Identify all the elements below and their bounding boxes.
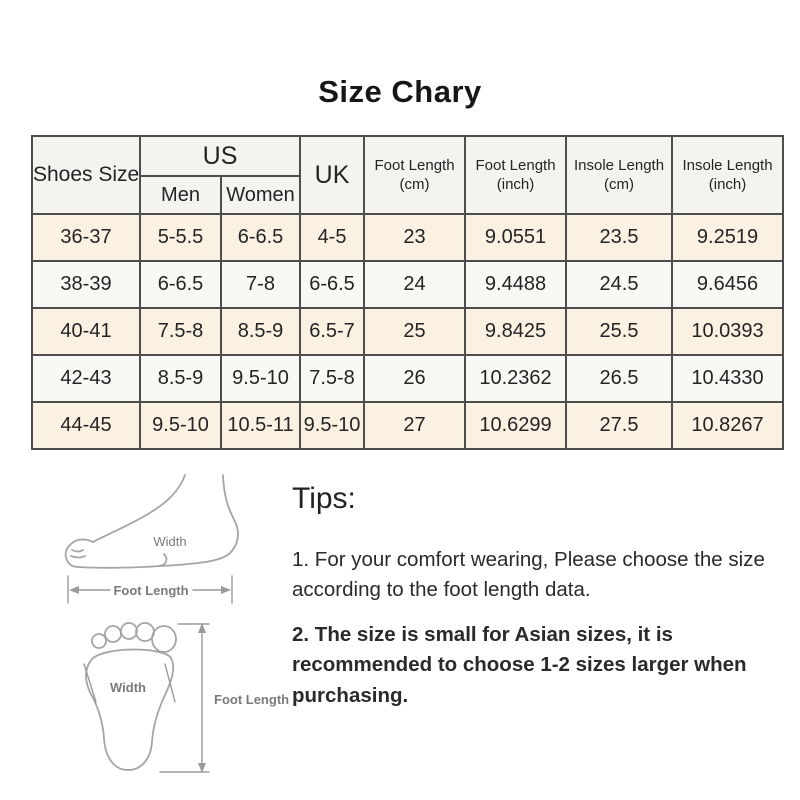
- cell-insole-length-inch: 10.4330: [671, 354, 785, 403]
- cell-foot-length-cm: 26: [363, 354, 467, 403]
- cell-uk: 7.5-8: [299, 354, 366, 403]
- col-header-foot-length-inch: Foot Length (inch): [464, 135, 568, 215]
- toe-outline: [104, 625, 122, 643]
- tips-heading: Tips:: [292, 482, 356, 515]
- header-line-2: (inch): [708, 176, 747, 193]
- col-header-us-women: Women: [219, 175, 302, 215]
- cell-foot-length-inch: 9.0551: [464, 213, 568, 262]
- width-label: Width: [153, 534, 186, 549]
- cell-uk: 4-5: [299, 213, 366, 262]
- cell-us-women: 10.5-11: [219, 401, 302, 450]
- cell-insole-length-inch: 9.2519: [671, 213, 785, 262]
- cell-insole-length-inch: 9.6456: [671, 260, 785, 309]
- col-header-foot-length-cm: Foot Length (cm): [363, 135, 467, 215]
- foot-side-view-diagram: Width Foot Length: [64, 474, 239, 604]
- cell-foot-length-inch: 9.4488: [464, 260, 568, 309]
- cell-insole-length-cm: 25.5: [565, 307, 674, 356]
- cell-shoes-size: 38-39: [31, 260, 141, 309]
- header-line-1: Insole Length: [682, 156, 773, 174]
- arrow-left-icon: [69, 586, 79, 594]
- foot-bottom-view-diagram: Width Foot Length: [83, 622, 289, 773]
- foot-length-label: Foot Length: [214, 692, 289, 707]
- col-header-us-group: US: [138, 135, 302, 177]
- tip-1: 1. For your comfort wearing, Please choo…: [292, 548, 765, 602]
- cell-foot-length-cm: 23: [363, 213, 467, 262]
- header-line-2: (cm): [399, 176, 430, 193]
- table-row: 40-41 7.5-8 8.5-9 6.5-7 25 9.8425 25.5 1…: [31, 307, 785, 356]
- foot-ball-arc: [158, 553, 168, 567]
- table-row: 38-39 6-6.5 7-8 6-6.5 24 9.4488 24.5 9.6…: [31, 260, 785, 309]
- cell-foot-length-inch: 10.6299: [464, 401, 568, 450]
- cell-uk: 6-6.5: [299, 260, 366, 309]
- tips-section: Tips: 1. For your comfort wearing, Pleas…: [292, 482, 770, 711]
- tip-2: 2. The size is small for Asian sizes, it…: [292, 623, 747, 707]
- cell-us-men: 7.5-8: [139, 307, 222, 356]
- cell-insole-length-inch: 10.8267: [671, 401, 785, 450]
- foot-instep-line: [92, 474, 186, 543]
- big-toe-outline: [151, 625, 177, 653]
- col-header-uk: UK: [299, 135, 366, 215]
- col-header-shoes-size: Shoes Size: [31, 135, 141, 215]
- header-line-2: (inch): [496, 176, 535, 193]
- foot-length-label: Foot Length: [113, 583, 188, 598]
- foot-toe-crease: [70, 555, 86, 559]
- col-header-us-men: Men: [139, 175, 222, 215]
- arrow-up-icon: [198, 623, 206, 633]
- cell-us-men: 8.5-9: [139, 354, 222, 403]
- cell-insole-length-cm: 26.5: [565, 354, 674, 403]
- header-row-sub: Men Women: [32, 175, 783, 215]
- cell-foot-length-inch: 9.8425: [464, 307, 568, 356]
- width-tick: [83, 663, 97, 703]
- cell-shoes-size: 40-41: [31, 307, 141, 356]
- cell-shoes-size: 42-43: [31, 354, 141, 403]
- foot-toe-line: [64, 538, 94, 568]
- toe-outline: [120, 622, 138, 640]
- cell-foot-length-cm: 25: [363, 307, 467, 356]
- cell-insole-length-inch: 10.0393: [671, 307, 785, 356]
- width-tick: [164, 663, 176, 703]
- page-title: Size Chary: [318, 74, 482, 109]
- header-line-1: Foot Length: [374, 156, 455, 174]
- foot-toe-crease: [71, 549, 84, 553]
- foot-sole-line: [77, 553, 230, 569]
- footprint-outline: [85, 648, 175, 771]
- cell-us-men: 6-6.5: [139, 260, 222, 309]
- cell-us-men: 9.5-10: [139, 401, 222, 450]
- cell-uk: 6.5-7: [299, 307, 366, 356]
- table-row: 42-43 8.5-9 9.5-10 7.5-8 26 10.2362 26.5…: [31, 354, 785, 403]
- table-row: 36-37 5-5.5 6-6.5 4-5 23 9.0551 23.5 9.2…: [31, 213, 785, 262]
- col-header-insole-length-cm: Insole Length (cm): [565, 135, 674, 215]
- cell-uk: 9.5-10: [299, 401, 366, 450]
- cell-foot-length-cm: 24: [363, 260, 467, 309]
- cell-shoes-size: 44-45: [31, 401, 141, 450]
- cell-shoes-size: 36-37: [31, 213, 141, 262]
- cell-us-women: 8.5-9: [219, 307, 302, 356]
- cell-us-women: 7-8: [219, 260, 302, 309]
- cell-us-men: 5-5.5: [139, 213, 222, 262]
- cell-us-women: 9.5-10: [219, 354, 302, 403]
- cell-us-women: 6-6.5: [219, 213, 302, 262]
- cell-insole-length-cm: 23.5: [565, 213, 674, 262]
- cell-foot-length-cm: 27: [363, 401, 467, 450]
- header-row-top: Shoes Size US UK Foot Length (cm) Foot L…: [31, 135, 785, 215]
- cell-foot-length-inch: 10.2362: [464, 354, 568, 403]
- header-line-2: (cm): [604, 176, 635, 193]
- arrow-right-icon: [221, 586, 231, 594]
- size-chart-table: Shoes Size US UK Foot Length (cm) Foot L…: [31, 135, 785, 450]
- toe-outline: [91, 633, 107, 649]
- cell-insole-length-cm: 27.5: [565, 401, 674, 450]
- cell-insole-length-cm: 24.5: [565, 260, 674, 309]
- header-line-1: Foot Length: [475, 156, 556, 174]
- width-label: Width: [110, 680, 146, 695]
- table-row: 44-45 9.5-10 10.5-11 9.5-10 27 10.6299 2…: [31, 401, 785, 450]
- arrow-down-icon: [198, 763, 206, 773]
- foot-heel-line: [222, 474, 239, 555]
- col-header-insole-length-inch: Insole Length (inch): [671, 135, 785, 215]
- header-line-1: Insole Length: [573, 156, 665, 174]
